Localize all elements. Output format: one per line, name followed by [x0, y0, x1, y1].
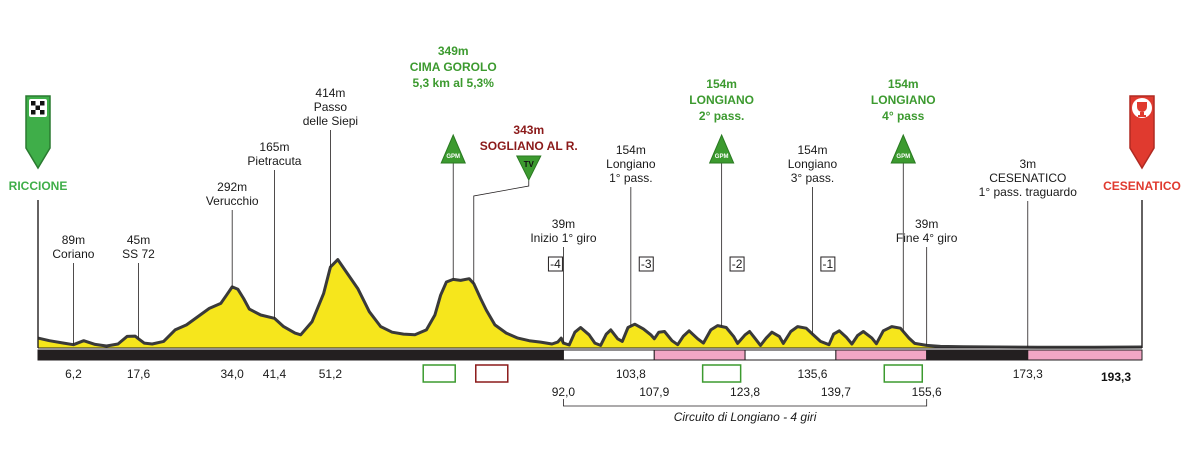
lap-box-3: [820, 256, 836, 272]
lap-box-label-0: -4: [550, 257, 561, 271]
leader-lines-layer: [73, 130, 1029, 407]
point-label-6-line-0: 154m: [616, 143, 646, 157]
gpm-name-0: CIMA GOROLO: [410, 60, 497, 74]
gpm-badge-2: GPM: [896, 154, 910, 160]
gpm-badge-1: GPM: [715, 154, 729, 160]
gpm-name-2: LONGIANO: [871, 93, 936, 107]
circuit-label: Circuito di Longiano - 4 giri: [674, 410, 817, 424]
km-box-0: [422, 364, 456, 383]
gpm-altitude-1: 154m: [706, 77, 737, 91]
point-label-7-line-0: 154m: [797, 143, 827, 157]
route-bar-segment-3: [744, 349, 837, 361]
checkered-flag-cell-2-0: [31, 110, 36, 115]
point-label-1-line-0: 45m: [127, 233, 150, 247]
finish-name: CESENATICO: [1103, 179, 1181, 193]
point-label-4-line-2: delle Siepi: [303, 114, 358, 128]
point-label-0-line-1: Coriano: [52, 247, 94, 261]
gpm-note-1: 2° pass.: [699, 109, 745, 123]
gpm-triangle-1: [708, 133, 735, 164]
point-label-8-line-1: Fine 4° giro: [896, 231, 958, 245]
km-box-1: [475, 364, 509, 383]
km-label-bottom-0: 92,0: [552, 385, 576, 399]
point-label-2-line-1: Verucchio: [206, 194, 259, 208]
checkered-flag-cell-1-1: [35, 105, 40, 110]
km-label-top-1: 17,6: [127, 367, 151, 381]
lap-box-1: [638, 256, 654, 272]
point-label-3-line-1: Pietracuta: [247, 154, 301, 168]
point-label-6-line-1: Longiano: [606, 157, 656, 171]
point-label-5-line-0: 39m: [552, 217, 575, 231]
km-label-top-3: 41,4: [263, 367, 287, 381]
checkered-flag-cell-0-0: [31, 101, 36, 106]
point-label-7-line-2: 3° pass.: [791, 171, 835, 185]
profile-area: [38, 259, 1142, 348]
route-bar-segment-2: [653, 349, 746, 361]
km-label-bottom-2: 123,8: [730, 385, 760, 399]
route-bar-segment-1: [562, 349, 655, 361]
route-bar-layer: [37, 349, 1143, 361]
finish-km-label: 193,3: [1101, 370, 1131, 384]
start-name: RICCIONE: [9, 179, 68, 193]
km-box-3: [883, 364, 924, 383]
point-label-9-line-0: 3m: [1019, 157, 1036, 171]
km-label-top-2: 34,0: [221, 367, 245, 381]
point-label-0-line-0: 89m: [62, 233, 85, 247]
gpm-badge-0: GPM: [446, 154, 460, 160]
markers-layer: -4 -3 -2 -1 GPM GPM GPM TV: [25, 95, 1155, 383]
tv-leader: [473, 180, 530, 284]
point-label-7-line-1: Longiano: [788, 157, 838, 171]
lap-box-label-2: -2: [732, 257, 743, 271]
point-label-4-line-1: Passo: [314, 100, 348, 114]
checkered-flag-cell-2-2: [40, 110, 45, 115]
checkered-flag-cell-0-2: [40, 101, 45, 106]
point-label-9-line-2: 1° pass. traguardo: [979, 185, 1078, 199]
km-box-2: [701, 364, 742, 383]
circuit-bracket: [563, 399, 928, 407]
km-label-top-0: 6,2: [65, 367, 82, 381]
lap-box-label-3: -1: [823, 257, 834, 271]
route-bar-segment-6: [1027, 349, 1143, 361]
lap-box-2: [729, 256, 745, 272]
km-label-top-4: 51,2: [319, 367, 343, 381]
point-label-4-line-0: 414m: [315, 86, 345, 100]
km-label-bottom-3: 139,7: [821, 385, 851, 399]
gpm-triangle-0: [440, 133, 466, 164]
route-bar-segment-4: [835, 349, 928, 361]
point-label-5-line-1: Inizio 1° giro: [530, 231, 596, 245]
km-label-top-6: 135,6: [797, 367, 827, 381]
gpm-note-2: 4° pass: [882, 109, 924, 123]
tv-name: SOGLIANO AL R.: [480, 139, 578, 153]
km-label-bottom-4: 155,6: [912, 385, 942, 399]
km-label-bottom-1: 107,9: [639, 385, 669, 399]
lap-box-label-1: -3: [641, 257, 652, 271]
km-label-top-7: 173,3: [1013, 367, 1043, 381]
gpm-altitude-0: 349m: [438, 44, 469, 58]
gpm-altitude-2: 154m: [888, 77, 919, 91]
point-label-6-line-2: 1° pass.: [609, 171, 653, 185]
point-label-3-line-0: 165m: [259, 140, 289, 154]
point-label-8-line-0: 39m: [915, 217, 938, 231]
point-label-1-line-1: SS 72: [122, 247, 155, 261]
point-label-2-line-0: 292m: [217, 180, 247, 194]
trophy-icon: [1137, 102, 1147, 117]
tv-triangle: [515, 155, 542, 182]
gpm-triangle-2: [890, 133, 917, 164]
gpm-note-0: 5,3 km al 5,3%: [413, 76, 495, 90]
lap-box-0: [547, 256, 563, 272]
tv-altitude: 343m: [513, 123, 544, 137]
gpm-name-1: LONGIANO: [689, 93, 754, 107]
profile-layer: [37, 200, 1143, 349]
point-label-9-line-1: CESENATICO: [989, 171, 1066, 185]
tv-badge: TV: [524, 160, 535, 169]
route-bar-segment-0: [37, 349, 564, 361]
km-label-top-5: 103,8: [616, 367, 646, 381]
route-bar-segment-5: [926, 349, 1029, 361]
